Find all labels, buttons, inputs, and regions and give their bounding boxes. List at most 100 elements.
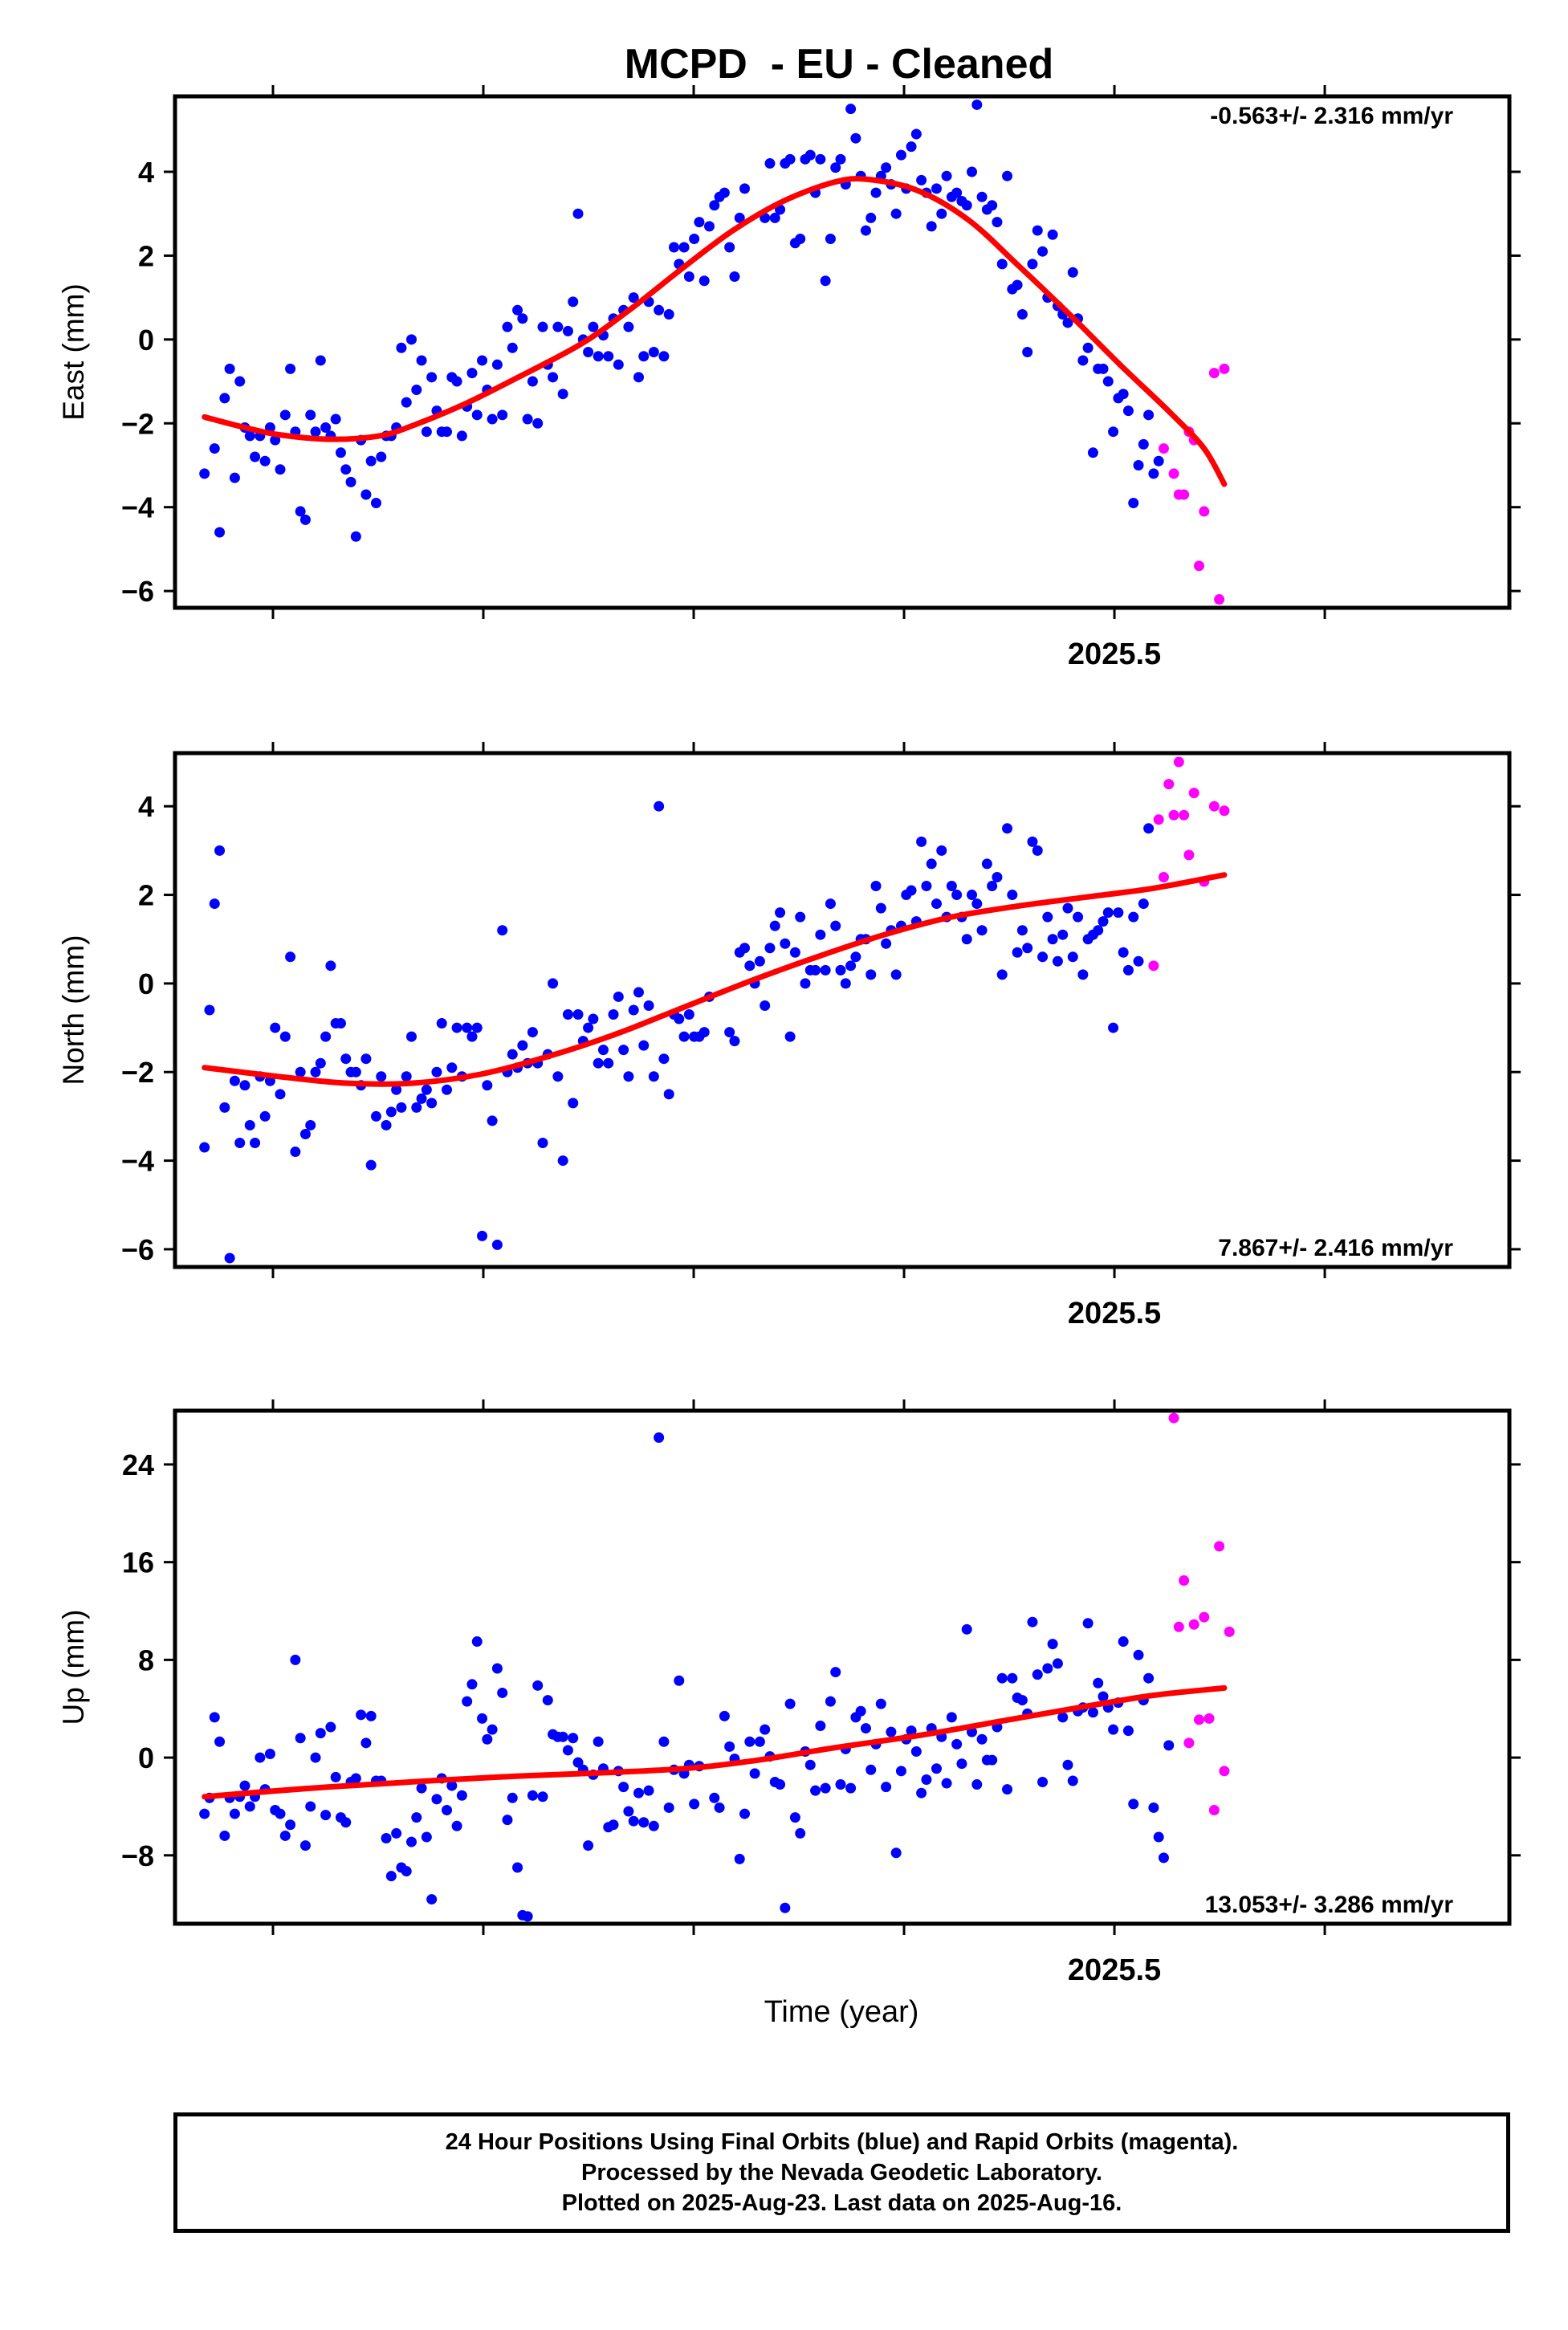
up-final-point bbox=[1042, 1663, 1053, 1674]
north-final-point bbox=[1012, 947, 1023, 958]
north-final-point bbox=[1007, 890, 1018, 901]
north-final-point bbox=[1122, 964, 1134, 976]
east-final-point bbox=[209, 443, 220, 454]
north-rapid-point bbox=[1179, 809, 1190, 821]
up-final-point bbox=[583, 1840, 594, 1851]
north-final-point bbox=[926, 858, 937, 870]
east-final-point bbox=[951, 187, 963, 198]
north-final-point bbox=[633, 987, 644, 998]
north-final-point bbox=[628, 1004, 639, 1016]
up-final-point bbox=[789, 1812, 800, 1823]
north-final-point bbox=[279, 1031, 291, 1042]
up-final-point bbox=[1062, 1759, 1073, 1770]
north-final-point bbox=[224, 1253, 235, 1264]
east-final-point bbox=[1067, 267, 1078, 278]
east-final-point bbox=[1133, 459, 1144, 470]
east-final-point bbox=[411, 384, 422, 395]
east-final-point bbox=[562, 325, 573, 336]
east-final-point bbox=[299, 514, 311, 525]
up-final-point bbox=[1037, 1777, 1049, 1788]
up-final-point bbox=[608, 1819, 619, 1831]
up-final-point bbox=[1087, 1707, 1098, 1718]
up-final-point bbox=[456, 1790, 467, 1801]
east-final-point bbox=[1062, 317, 1073, 328]
up-plot-frame bbox=[173, 1408, 1512, 1926]
up-final-point bbox=[451, 1820, 462, 1831]
east-final-point bbox=[689, 234, 700, 245]
north-final-point bbox=[295, 1066, 306, 1077]
east-final-point bbox=[648, 347, 659, 357]
north-final-point bbox=[678, 1031, 690, 1042]
up-final-point bbox=[229, 1808, 240, 1819]
up-final-point bbox=[1027, 1616, 1038, 1627]
up-final-point bbox=[244, 1801, 255, 1812]
up-final-point bbox=[497, 1687, 508, 1698]
east-final-point bbox=[936, 208, 947, 219]
north-rate-annotation: 7.867+/- 2.416 mm/yr bbox=[1218, 1235, 1453, 1261]
north-final-point bbox=[396, 1102, 407, 1113]
up-final-point bbox=[784, 1698, 796, 1709]
up-final-point bbox=[674, 1675, 685, 1686]
north-final-point bbox=[568, 1098, 579, 1109]
up-final-point bbox=[285, 1819, 296, 1831]
east-points bbox=[199, 99, 1230, 605]
north-final-point bbox=[820, 964, 831, 976]
up-final-point bbox=[890, 1847, 902, 1859]
east-final-point bbox=[860, 225, 871, 236]
north-final-point bbox=[557, 1155, 568, 1167]
east-final-point bbox=[1098, 363, 1109, 374]
east-final-point bbox=[406, 334, 417, 345]
north-final-point bbox=[648, 1071, 659, 1082]
north-final-point bbox=[471, 1022, 483, 1033]
north-final-point bbox=[800, 978, 811, 989]
north-rapid-point bbox=[1208, 800, 1220, 812]
north-rapid-point bbox=[1158, 871, 1169, 882]
up-final-point bbox=[593, 1736, 604, 1747]
east-final-point bbox=[451, 376, 462, 387]
up-final-point bbox=[860, 1723, 871, 1734]
up-final-point bbox=[714, 1802, 725, 1813]
up-final-point bbox=[865, 1764, 877, 1775]
up-final-point bbox=[199, 1808, 210, 1819]
up-final-point bbox=[643, 1785, 654, 1796]
up-final-point bbox=[219, 1830, 230, 1841]
east-rapid-point bbox=[1193, 560, 1204, 572]
east-final-point bbox=[996, 259, 1008, 270]
north-final-point bbox=[406, 1031, 417, 1042]
up-final-point bbox=[421, 1831, 432, 1843]
up-final-point bbox=[502, 1815, 513, 1826]
east-final-point bbox=[401, 397, 412, 408]
east-rapid-point bbox=[1168, 468, 1179, 479]
east-final-point bbox=[1118, 389, 1129, 400]
up-final-point bbox=[760, 1724, 771, 1735]
north-rapid-point bbox=[1168, 809, 1179, 821]
east-final-point bbox=[1002, 170, 1013, 181]
north-final-point bbox=[1113, 907, 1124, 919]
up-final-point bbox=[507, 1792, 518, 1803]
north-rapid-point bbox=[1219, 805, 1230, 817]
east-final-point bbox=[234, 376, 246, 387]
up-final-point bbox=[527, 1790, 538, 1801]
east-final-point bbox=[1108, 426, 1119, 438]
north-rapid-point bbox=[1163, 779, 1175, 790]
up-final-point bbox=[638, 1817, 650, 1828]
east-y-tick-label: −2 bbox=[121, 407, 154, 440]
up-final-point bbox=[315, 1728, 326, 1739]
north-final-point bbox=[350, 1066, 361, 1077]
east-final-point bbox=[1087, 447, 1098, 458]
up-rapid-point bbox=[1199, 1611, 1210, 1623]
up-rapid-point bbox=[1219, 1766, 1230, 1777]
up-rapid-point bbox=[1168, 1412, 1179, 1424]
up-final-point bbox=[491, 1663, 503, 1674]
north-final-point bbox=[835, 964, 846, 976]
north-final-point bbox=[618, 1045, 629, 1056]
east-final-point bbox=[340, 464, 352, 475]
up-final-point bbox=[406, 1836, 417, 1847]
east-final-point bbox=[527, 376, 538, 387]
north-final-point bbox=[299, 1128, 311, 1139]
up-rapid-point bbox=[1208, 1805, 1220, 1816]
north-plot-frame bbox=[173, 751, 1512, 1269]
up-final-point bbox=[971, 1779, 983, 1790]
up-y-tick-label: 16 bbox=[122, 1546, 154, 1579]
east-final-point bbox=[1138, 438, 1149, 450]
